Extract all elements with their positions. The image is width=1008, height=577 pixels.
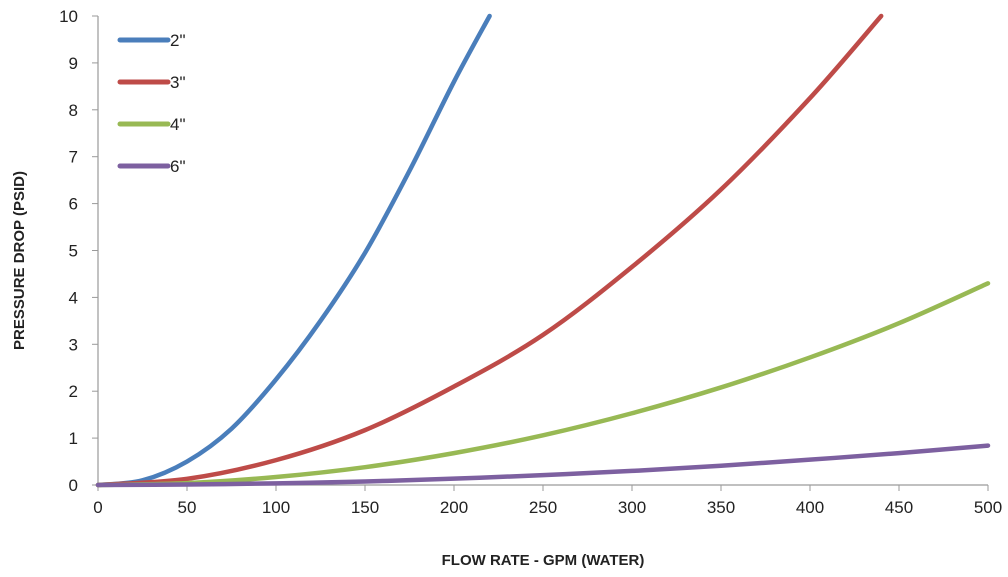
- legend-label: 2": [170, 31, 186, 50]
- x-tick-label: 200: [440, 498, 468, 517]
- y-tick-label: 7: [69, 148, 78, 167]
- x-tick-label: 150: [351, 498, 379, 517]
- x-tick-label: 250: [529, 498, 557, 517]
- x-axis-title: FLOW RATE - GPM (WATER): [442, 552, 645, 569]
- y-tick-label: 0: [69, 476, 78, 495]
- legend-label: 6": [170, 157, 186, 176]
- y-tick-label: 2: [69, 382, 78, 401]
- x-tick-label: 450: [885, 498, 913, 517]
- y-tick-label: 5: [69, 242, 78, 261]
- y-tick-label: 10: [59, 7, 78, 26]
- legend-label: 3": [170, 73, 186, 92]
- legend: 2" 3" 4" 6": [117, 31, 186, 176]
- legend-label: 4": [170, 115, 186, 134]
- series-line-1: [95, 13, 492, 488]
- y-tick-label: 1: [69, 429, 78, 448]
- y-tick-label: 8: [69, 101, 78, 120]
- y-axis-title: PRESSURE DROP (PSID): [11, 171, 28, 350]
- ticks: 0 50 100 150 200 250 300 350 400 450 500 0 1 2 3 4 5 6 7 8 9…: [59, 7, 1002, 517]
- x-tick-label: 0: [93, 498, 102, 517]
- x-tick-label: 100: [262, 498, 290, 517]
- x-tick-label: 300: [618, 498, 646, 517]
- x-tick-label: 400: [796, 498, 824, 517]
- x-tick-label: 500: [974, 498, 1002, 517]
- series-line-4: [95, 443, 991, 488]
- y-tick-label: 6: [69, 195, 78, 214]
- y-tick-label: 3: [69, 335, 78, 354]
- series-line-2: [95, 13, 884, 488]
- x-tick-label: 350: [707, 498, 735, 517]
- y-tick-label: 4: [69, 288, 78, 307]
- y-tick-label: 9: [69, 54, 78, 73]
- axes: [97, 16, 988, 486]
- x-tick-label: 50: [178, 498, 197, 517]
- series-line-3: [95, 281, 991, 488]
- series-lines: [95, 13, 991, 488]
